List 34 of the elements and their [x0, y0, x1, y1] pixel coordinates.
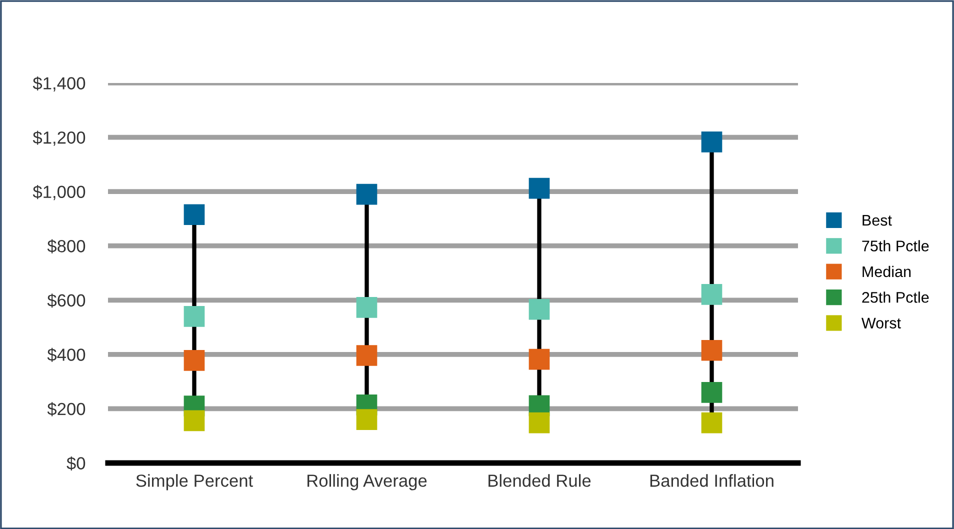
legend-label: Best	[862, 215, 892, 226]
y-tick-label: $600	[47, 294, 86, 308]
point	[528, 298, 550, 320]
point	[356, 297, 378, 318]
x-tick-label: Simple Percent	[136, 474, 253, 490]
point	[701, 131, 722, 152]
point	[701, 412, 722, 434]
y-tick-label: $400	[47, 348, 86, 362]
point	[356, 409, 378, 430]
legend-label: Worst	[861, 318, 901, 328]
x-tick-label: Rolling Average	[308, 474, 427, 490]
y-tick-label: $1,400	[32, 76, 86, 92]
x-tick-label: Blended Rule	[488, 474, 591, 487]
x-tick-label: Banded Inflation	[650, 474, 774, 487]
y-tick-label: $1,200	[32, 130, 86, 146]
point	[184, 306, 205, 327]
y-tick-label: $1,000	[32, 185, 86, 200]
point	[528, 412, 550, 434]
point	[356, 345, 378, 366]
point	[184, 410, 205, 432]
legend-label: 75th Pctle	[862, 240, 929, 252]
point	[701, 340, 722, 361]
point	[356, 184, 378, 205]
point	[528, 178, 550, 199]
y-tick-label: $200	[47, 402, 86, 416]
point	[701, 382, 722, 403]
point	[184, 204, 205, 226]
y-tick-label: $0	[66, 456, 86, 470]
point	[701, 284, 722, 305]
point	[184, 350, 205, 371]
y-tick-label: $800	[47, 239, 86, 254]
point	[528, 348, 550, 370]
legend-label: Median	[862, 266, 911, 278]
legend-label: 25th Pctle	[862, 292, 929, 303]
